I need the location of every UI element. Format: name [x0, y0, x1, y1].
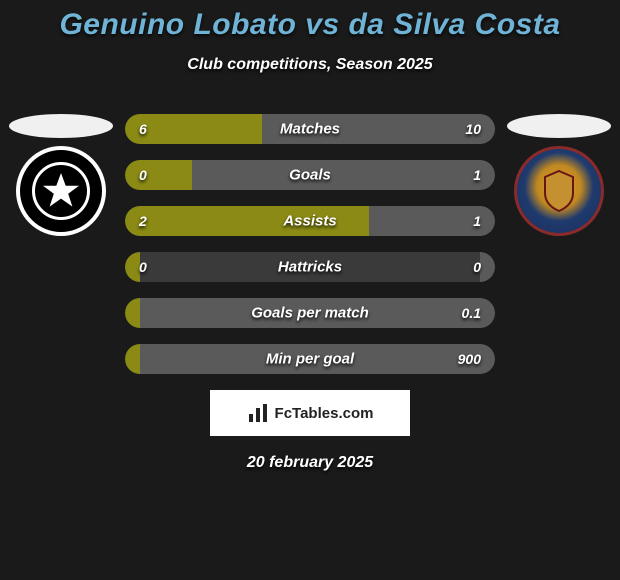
comparison-row: Matches610Goals01Assists21Hattricks00Goa…	[0, 114, 620, 374]
stat-bar: Hattricks 0 0	[125, 252, 495, 282]
stat-bar: Goals 0 1	[125, 160, 495, 190]
chart-icon	[247, 402, 269, 424]
stat-bar: Min per goal 900	[125, 344, 495, 374]
stat-bar-left-fill	[125, 252, 140, 282]
stat-bar-right-value: 1	[473, 167, 481, 183]
stat-bar-left-value: 0	[139, 167, 147, 183]
source-site: FcTables.com	[275, 405, 374, 422]
stat-bar-left-value: 6	[139, 121, 147, 137]
club-badge-right	[514, 146, 604, 236]
stat-bar-label: Hattricks	[278, 259, 342, 276]
infographic-root: Genuino Lobato vs da Silva Costa Club co…	[0, 0, 620, 472]
stat-bar-left-value: 0	[139, 259, 147, 275]
stat-bar-right-value: 0	[473, 259, 481, 275]
date-label: 20 february 2025	[0, 454, 620, 472]
stat-bar-right-value: 900	[458, 351, 481, 367]
club-badge-left-inner	[32, 162, 90, 220]
stat-bar-label: Matches	[280, 121, 340, 138]
stat-bar-right-fill	[480, 252, 495, 282]
stat-bar-right-value: 10	[465, 121, 481, 137]
page-subtitle: Club competitions, Season 2025	[0, 56, 620, 74]
stat-bar: Assists 2 1	[125, 206, 495, 236]
crest-icon	[539, 167, 579, 215]
stat-bar-right-value: 0.1	[462, 305, 481, 321]
left-player-column	[7, 114, 115, 236]
stat-bar: Goals per match 0.1	[125, 298, 495, 328]
stat-bar-left-fill	[125, 344, 140, 374]
stat-bar-right-value: 1	[473, 213, 481, 229]
stat-bar-left-fill	[125, 160, 192, 190]
stat-bars: Matches610Goals01Assists21Hattricks00Goa…	[125, 114, 495, 374]
source-attribution: FcTables.com	[210, 390, 410, 436]
stat-bar-label: Assists	[283, 213, 336, 230]
stat-bar: Matches 6 10	[125, 114, 495, 144]
stat-bar-left-fill	[125, 298, 140, 328]
stat-bar-label: Goals per match	[251, 305, 369, 322]
stat-bar-right-fill	[192, 160, 495, 190]
right-player-column	[505, 114, 613, 236]
stat-bar-label: Min per goal	[266, 351, 354, 368]
page-title: Genuino Lobato vs da Silva Costa	[0, 8, 620, 42]
player-name-ellipse-right	[507, 114, 611, 138]
club-badge-left	[16, 146, 106, 236]
player-name-ellipse-left	[9, 114, 113, 138]
stat-bar-left-value: 2	[139, 213, 147, 229]
stat-bar-label: Goals	[289, 167, 331, 184]
star-icon	[41, 171, 81, 211]
